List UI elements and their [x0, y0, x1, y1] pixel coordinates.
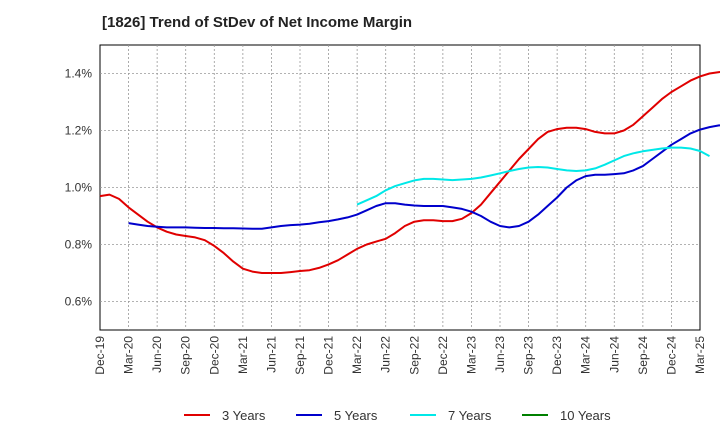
x-tick-label: Jun-23	[493, 336, 507, 373]
legend-swatch-10-years	[522, 414, 548, 416]
legend-item-3-years: 3 Years	[184, 404, 265, 426]
y-tick-label: 1.2%	[65, 124, 93, 138]
y-tick-label: 0.8%	[65, 238, 93, 252]
x-tick-label: Dec-22	[436, 336, 450, 375]
legend-label-5-years: 5 Years	[334, 407, 378, 423]
legend-label-7-years: 7 Years	[448, 407, 492, 423]
x-tick-label: Jun-21	[264, 336, 278, 373]
x-tick-label: Mar-23	[464, 336, 478, 374]
x-tick-label: Dec-19	[93, 336, 107, 375]
legend-item-7-years: 7 Years	[410, 404, 491, 426]
y-tick-label: 1.4%	[65, 67, 93, 81]
legend-swatch-5-years	[296, 414, 322, 416]
x-tick-label: Dec-21	[322, 336, 336, 375]
x-tick-label: Mar-25	[693, 336, 707, 374]
x-tick-label: Sep-22	[407, 336, 421, 375]
legend-label-10-years: 10 Years	[560, 407, 611, 423]
series-line-7-years	[356, 146, 710, 206]
chart-title: [1826] Trend of StDev of Net Income Marg…	[102, 14, 413, 31]
chart-legend: 3 Years 5 Years 7 Years 10 Years	[0, 404, 720, 426]
legend-item-5-years: 5 Years	[296, 404, 377, 426]
series-line-3-years	[99, 70, 720, 274]
series-line-5-years	[128, 124, 720, 230]
x-tick-label: Sep-24	[636, 336, 650, 375]
y-tick-label: 0.6%	[65, 295, 93, 309]
x-tick-label: Dec-24	[664, 336, 678, 375]
x-tick-label: Dec-23	[550, 336, 564, 375]
x-tick-label: Mar-21	[236, 336, 250, 374]
x-tick-label: Mar-20	[122, 336, 136, 374]
x-tick-label: Sep-20	[179, 336, 193, 375]
x-tick-label: Jun-22	[379, 336, 393, 373]
legend-swatch-7-years	[410, 414, 436, 416]
x-tick-label: Mar-22	[350, 336, 364, 374]
legend-swatch-3-years	[184, 414, 210, 416]
x-tick-label: Sep-23	[522, 336, 536, 375]
legend-label-3-years: 3 Years	[222, 407, 266, 423]
x-tick-label: Jun-24	[607, 336, 621, 373]
legend-item-10-years: 10 Years	[522, 404, 611, 426]
x-tick-label: Sep-21	[293, 336, 307, 375]
x-tick-label: Dec-20	[207, 336, 221, 375]
x-tick-label: Mar-24	[579, 336, 593, 374]
y-tick-label: 1.0%	[65, 181, 93, 195]
x-tick-label: Jun-20	[150, 336, 164, 373]
